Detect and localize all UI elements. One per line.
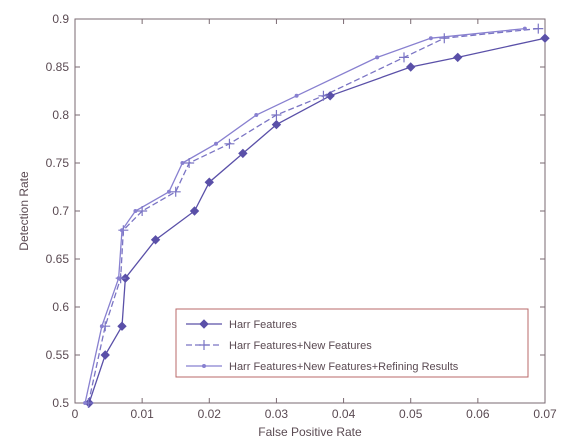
y-tick-label: 0.85 <box>46 60 70 74</box>
legend: Harr Features Harr Features+New Features H… <box>175 308 529 378</box>
axis-ticks: 0 0.01 0.02 0.03 0.04 0.05 0.06 0.07 0.5 0.55 0.6 0… <box>46 12 557 421</box>
x-tick-label: 0.03 <box>265 407 289 421</box>
series-3-point <box>116 276 121 281</box>
series-1-point <box>540 33 550 43</box>
y-axis-label: Detection Rate <box>17 171 31 251</box>
series-3-point <box>294 93 299 98</box>
series-2-point <box>137 206 148 216</box>
series-1-point <box>204 177 214 187</box>
series-1-point <box>150 235 161 245</box>
series-3-point <box>99 324 104 329</box>
series-3-point <box>254 113 259 117</box>
series-2-point <box>271 110 282 120</box>
x-tick-label: 0.05 <box>399 407 423 421</box>
x-tick-label: 0.06 <box>466 407 490 421</box>
series-3-point <box>214 141 218 146</box>
series-3-point <box>522 26 527 31</box>
y-tick-label: 0.9 <box>52 12 69 26</box>
y-tick-label: 0.6 <box>52 300 69 314</box>
legend-label: Harr Features+New Features+Refining Resu… <box>229 361 459 373</box>
x-tick-label: 0 <box>72 407 79 421</box>
legend-marker <box>202 364 206 368</box>
y-tick-label: 0.8 <box>52 108 69 122</box>
series-1-point <box>271 119 282 130</box>
legend-marker <box>199 319 209 329</box>
series-3-point <box>133 209 138 213</box>
legend-label: Harr Features <box>229 319 297 331</box>
series-1-point <box>117 321 127 331</box>
series-1-point <box>189 206 200 216</box>
series-2-point <box>533 23 544 34</box>
legend-box <box>175 308 529 378</box>
series-2-point <box>399 52 409 63</box>
y-tick-label: 0.5 <box>52 396 69 410</box>
series-3-point <box>375 55 380 60</box>
series-1-point <box>453 52 463 63</box>
series-1-point <box>238 148 248 159</box>
series-3-point <box>83 401 88 405</box>
x-tick-label: 0.04 <box>332 407 356 421</box>
series-2-point <box>439 33 450 44</box>
x-axis-label: False Positive Rate <box>258 425 362 439</box>
series-3-point <box>120 228 124 233</box>
series-2-point <box>224 138 235 149</box>
series-2-point <box>170 186 181 197</box>
y-tick-label: 0.65 <box>46 252 70 266</box>
x-tick-label: 0.07 <box>533 407 557 421</box>
y-tick-label: 0.55 <box>46 348 70 362</box>
series-3-point <box>428 36 433 41</box>
series-3-point <box>167 189 171 194</box>
x-tick-label: 0.02 <box>198 407 222 421</box>
x-tick-label: 0.01 <box>130 407 154 421</box>
legend-entry-3: Harr Features+New Features+Refining Resu… <box>186 361 459 373</box>
series-2-point <box>318 90 329 101</box>
y-tick-label: 0.75 <box>46 156 70 170</box>
series-markers <box>83 23 550 408</box>
legend-marker <box>199 340 209 350</box>
series-1-point <box>325 91 335 101</box>
series-1-point <box>406 62 416 72</box>
legend-entry-1: Harr Features <box>186 319 297 331</box>
series-1-point <box>100 350 110 360</box>
legend-entry-2: Harr Features+New Features <box>186 340 372 352</box>
series-2-point <box>184 158 195 168</box>
legend-label: Harr Features+New Features <box>229 340 372 352</box>
series-3-point <box>180 161 185 165</box>
y-tick-label: 0.7 <box>52 204 69 218</box>
